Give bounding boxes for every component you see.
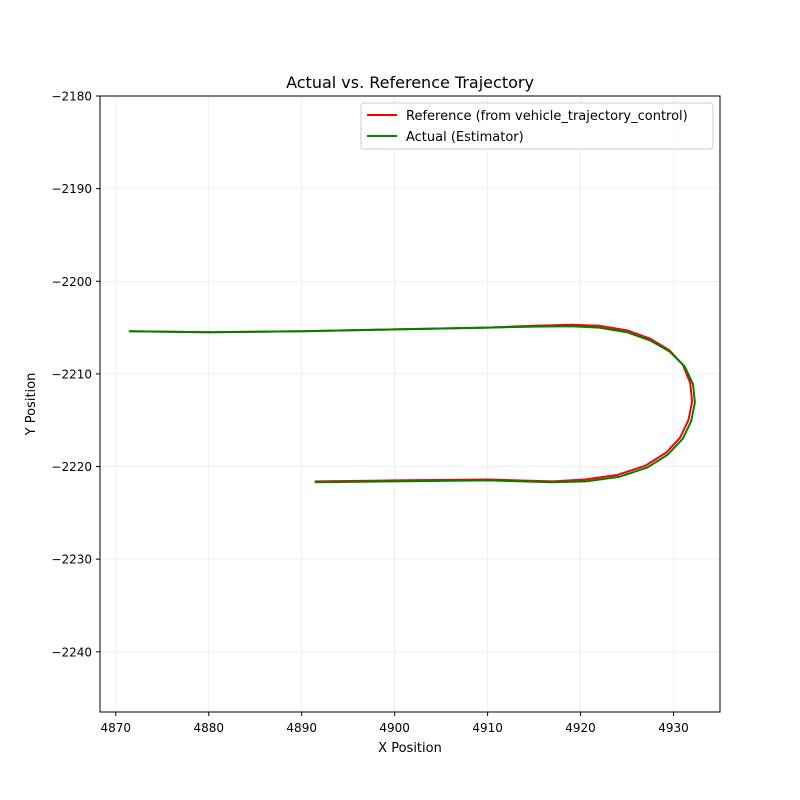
actual-trajectory-line xyxy=(128,325,696,484)
legend-box xyxy=(360,102,714,150)
reference-trajectory-line xyxy=(128,323,694,483)
x-tick-label: 4900 xyxy=(379,721,410,735)
x-tick-label: 4870 xyxy=(101,721,132,735)
legend: Reference (from vehicle_trajectory_contr… xyxy=(360,102,714,150)
y-tick-label: −2180 xyxy=(51,90,92,104)
grid xyxy=(100,95,720,712)
series-layer xyxy=(128,323,696,484)
x-axis-ticks: 4870 4880 4890 4900 4910 4920 4930 xyxy=(101,712,689,735)
y-tick-label: −2200 xyxy=(51,275,92,289)
x-axis-label: X Position xyxy=(378,741,442,756)
y-axis-label: Y Position xyxy=(24,373,39,437)
y-axis-ticks: −2180 −2190 −2200 −2210 −2220 −2230 −2240 xyxy=(51,90,100,659)
chart-title: Actual vs. Reference Trajectory xyxy=(286,73,534,92)
x-tick-label: 4910 xyxy=(472,721,503,735)
x-tick-label: 4880 xyxy=(193,721,224,735)
y-tick-label: −2210 xyxy=(51,367,92,381)
y-tick-label: −2220 xyxy=(51,460,92,474)
x-tick-label: 4930 xyxy=(658,721,689,735)
x-tick-label: 4920 xyxy=(565,721,596,735)
legend-label-actual: Actual (Estimator) xyxy=(406,130,524,145)
plot-frame xyxy=(99,95,721,713)
y-tick-label: −2230 xyxy=(51,553,92,567)
x-tick-label: 4890 xyxy=(286,721,317,735)
y-tick-label: −2190 xyxy=(51,182,92,196)
legend-label-reference: Reference (from vehicle_trajectory_contr… xyxy=(406,109,688,124)
y-tick-label: −2240 xyxy=(51,645,92,659)
